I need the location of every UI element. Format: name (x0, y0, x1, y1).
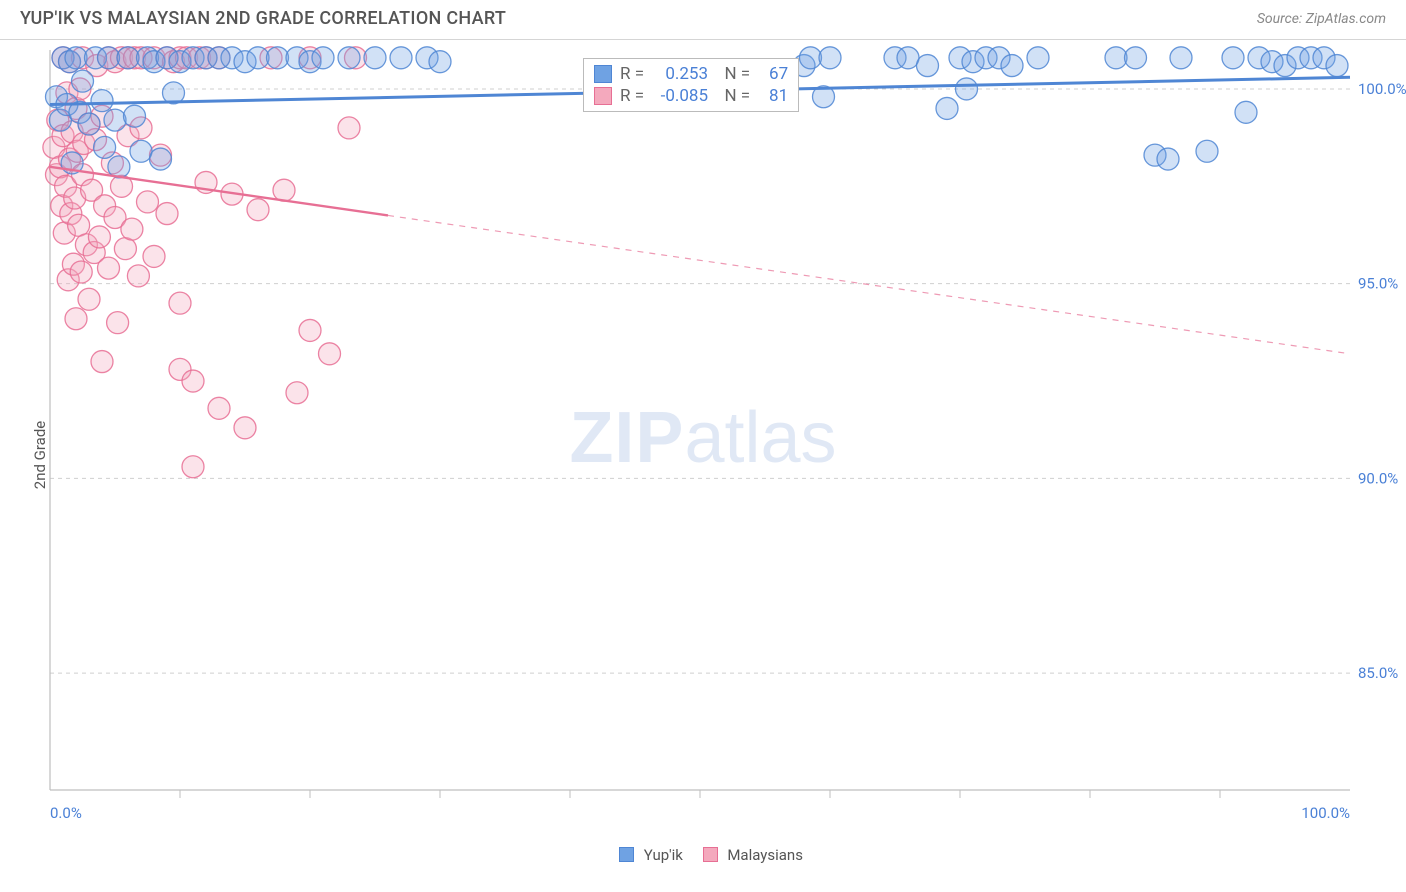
legend-bottom: Yup'ik Malaysians (0, 846, 1406, 864)
y-axis-label: 2nd Grade (31, 421, 49, 489)
chart-title: YUP'IK VS MALAYSIAN 2ND GRADE CORRELATIO… (20, 8, 506, 29)
svg-text:85.0%: 85.0% (1358, 664, 1398, 682)
correlation-info-box: R =0.253 N =67R =-0.085 N =81 (583, 58, 799, 112)
legend-swatch-2 (703, 847, 718, 862)
svg-text:0.0%: 0.0% (50, 804, 82, 822)
legend-swatch-1 (619, 847, 634, 862)
svg-text:100.0%: 100.0% (1301, 804, 1350, 822)
svg-text:100.0%: 100.0% (1358, 80, 1406, 98)
legend-label-2: Malaysians (727, 846, 803, 864)
chart-area: 2nd Grade ZIPatlas 100.0%95.0%90.0%85.0%… (0, 40, 1406, 870)
svg-text:90.0%: 90.0% (1358, 469, 1398, 487)
chart-header: YUP'IK VS MALAYSIAN 2ND GRADE CORRELATIO… (0, 0, 1406, 40)
svg-text:95.0%: 95.0% (1358, 275, 1398, 293)
chart-source: Source: ZipAtlas.com (1257, 11, 1386, 27)
legend-label-1: Yup'ik (644, 846, 683, 864)
scatter-plot-svg: 100.0% 95.0% 90.0% 85.0% 0.0% 100.0% (0, 40, 1406, 840)
